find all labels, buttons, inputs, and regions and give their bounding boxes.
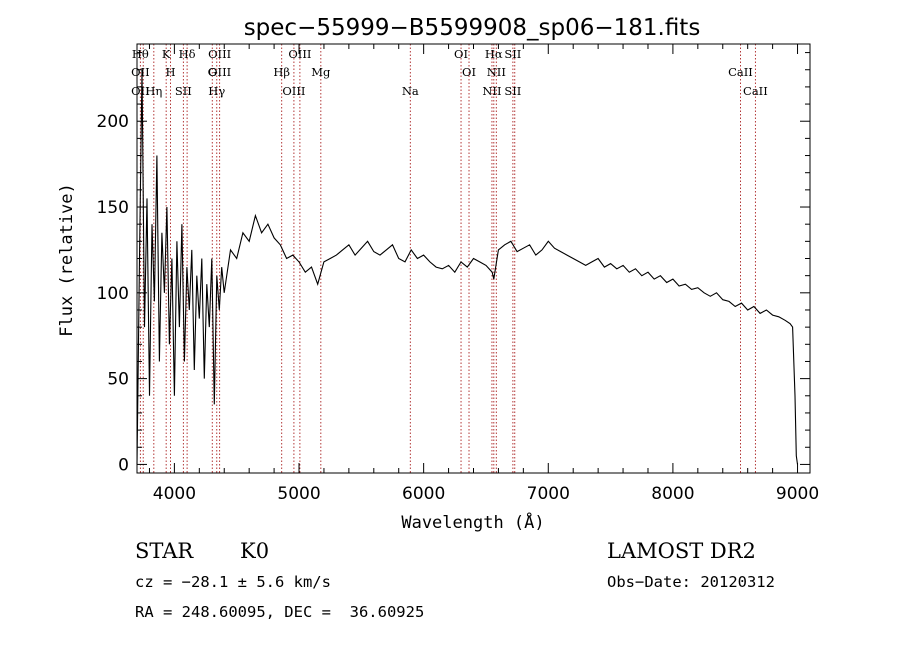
x-tick-label: 8000 — [651, 484, 694, 504]
x-tick-label: 5000 — [277, 484, 320, 504]
x-axis: 4000 5000 6000 7000 8000 9000 — [148, 44, 819, 504]
spectral-line-label: OIII — [282, 84, 305, 98]
spectral-line-label: NII — [487, 65, 506, 79]
object-class: STAR — [135, 539, 194, 563]
object-subclass: K0 — [240, 539, 270, 563]
survey-name: LAMOST DR2 — [607, 539, 756, 563]
y-tick-label: 50 — [107, 370, 129, 390]
spectral-line-label: CaII — [728, 65, 753, 79]
redshift-readout: cz = −28.1 ± 5.6 km/s — [135, 573, 331, 591]
x-axis-label: Wavelength (Å) — [401, 511, 544, 533]
coordinates-readout: RA = 248.60095, DEC = 36.60925 — [135, 603, 425, 621]
spectral-line-label: Hβ — [273, 65, 290, 79]
spectral-line-label: Hγ — [208, 84, 225, 98]
spectral-line-label: CaII — [743, 84, 768, 98]
y-tick-label: 200 — [97, 112, 129, 132]
spectral-line-label: Mg — [311, 65, 331, 79]
y-axis-label: Flux (relative) — [57, 183, 77, 337]
spectral-line-label: G — [208, 65, 217, 79]
x-tick-label: 9000 — [776, 484, 819, 504]
spectral-line-markers — [139, 44, 756, 473]
spectral-line-label: OIII — [208, 47, 231, 61]
spectral-line-label: OI — [462, 65, 476, 79]
y-tick-label: 100 — [97, 284, 129, 304]
spectral-line-label: OI — [454, 47, 468, 61]
y-axis: 0 50 100 150 200 — [97, 52, 810, 475]
spectral-line-label: Hη — [145, 84, 162, 98]
spectral-line-label: OIII — [288, 47, 311, 61]
spectral-line-label: OII — [131, 65, 150, 79]
spectral-line-label: Hδ — [179, 47, 196, 61]
spectral-line-label: Na — [402, 84, 419, 98]
x-tick-label: 4000 — [153, 484, 196, 504]
spectral-line-label: Hα — [485, 47, 503, 61]
spectral-line-label: SII — [504, 84, 521, 98]
x-tick-label: 6000 — [402, 484, 445, 504]
chart-title: spec−55999−B5599908_sp06−181.fits — [244, 15, 701, 41]
spectral-line-label: K — [162, 47, 171, 61]
y-tick-label: 150 — [97, 198, 129, 218]
spectral-line-label: SII — [504, 47, 521, 61]
x-tick-label: 7000 — [527, 484, 570, 504]
spectral-line-label: Hθ — [132, 47, 149, 61]
spectral-line-label: H — [166, 65, 176, 79]
flux-series-line — [136, 69, 799, 465]
observation-date: Obs−Date: 20120312 — [607, 573, 775, 591]
spectral-line-label: NII — [482, 84, 501, 98]
spectral-line-label: OII — [131, 84, 150, 98]
spectral-line-label: OIII — [208, 65, 231, 79]
y-tick-label: 0 — [118, 455, 129, 475]
spectral-line-label: SII — [175, 84, 192, 98]
